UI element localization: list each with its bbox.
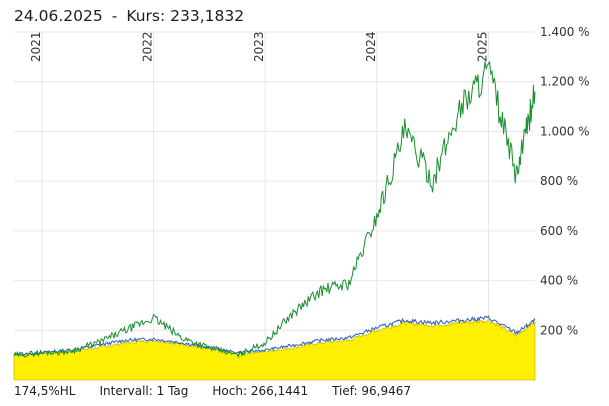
series-line bbox=[13, 315, 536, 357]
x-tick-label: 2021 bbox=[29, 31, 43, 62]
chart-footer: 174,5%HL Intervall: 1 Tag Hoch: 266,1441 Ti… bbox=[14, 384, 435, 398]
x-tick-label: 2024 bbox=[364, 31, 378, 62]
footer-interval: Intervall: 1 Tag bbox=[99, 384, 189, 398]
series-line bbox=[13, 60, 536, 358]
y-tick-label: 200 % bbox=[540, 323, 578, 337]
x-tick-label: 2022 bbox=[141, 31, 155, 62]
footer-high: Hoch: 266,1441 bbox=[212, 384, 309, 398]
chart-grid bbox=[14, 31, 535, 380]
y-tick-label: 1.400 % bbox=[540, 25, 590, 39]
y-tick-label: 600 % bbox=[540, 224, 578, 238]
y-tick-label: 800 % bbox=[540, 174, 578, 188]
price-label: Kurs: bbox=[126, 7, 166, 25]
footer-low: Tief: 96,9467 bbox=[332, 384, 412, 398]
chart-series bbox=[13, 60, 536, 381]
y-axis: 200 % 400 % 600 % 800 % 1.000 % 1.200 % 1.400 … bbox=[540, 25, 590, 337]
price-value: 233,1832 bbox=[170, 7, 245, 25]
header-date: 24.06.2025 bbox=[14, 7, 103, 25]
header-separator: - bbox=[111, 7, 118, 25]
y-tick-label: 1.000 % bbox=[540, 124, 590, 138]
x-tick-label: 2025 bbox=[475, 31, 489, 62]
x-tick-label: 2023 bbox=[252, 31, 266, 62]
y-tick-label: 1.200 % bbox=[540, 75, 590, 89]
footer-change: 174,5%HL bbox=[14, 384, 76, 398]
y-tick-label: 400 % bbox=[540, 274, 578, 288]
series-area bbox=[13, 318, 536, 381]
chart-header: 24.06.2025- Kurs: 233,1832 bbox=[14, 7, 244, 25]
x-axis: 2021 2022 2023 2024 2025 bbox=[29, 31, 490, 62]
